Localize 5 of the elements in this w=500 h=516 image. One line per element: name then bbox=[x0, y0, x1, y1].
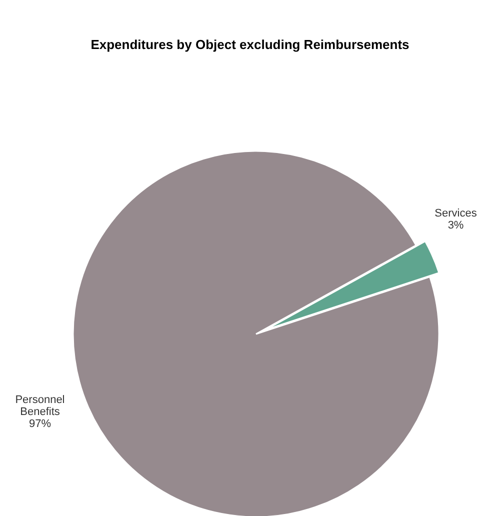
chart-title: Expenditures by Object excluding Reimbursements bbox=[90, 37, 410, 52]
slice-label: Personnel Benefits bbox=[15, 394, 65, 418]
data-label: 3% bbox=[448, 220, 464, 232]
slice-label: Services bbox=[434, 208, 478, 220]
data-label: 97% bbox=[28, 418, 52, 430]
